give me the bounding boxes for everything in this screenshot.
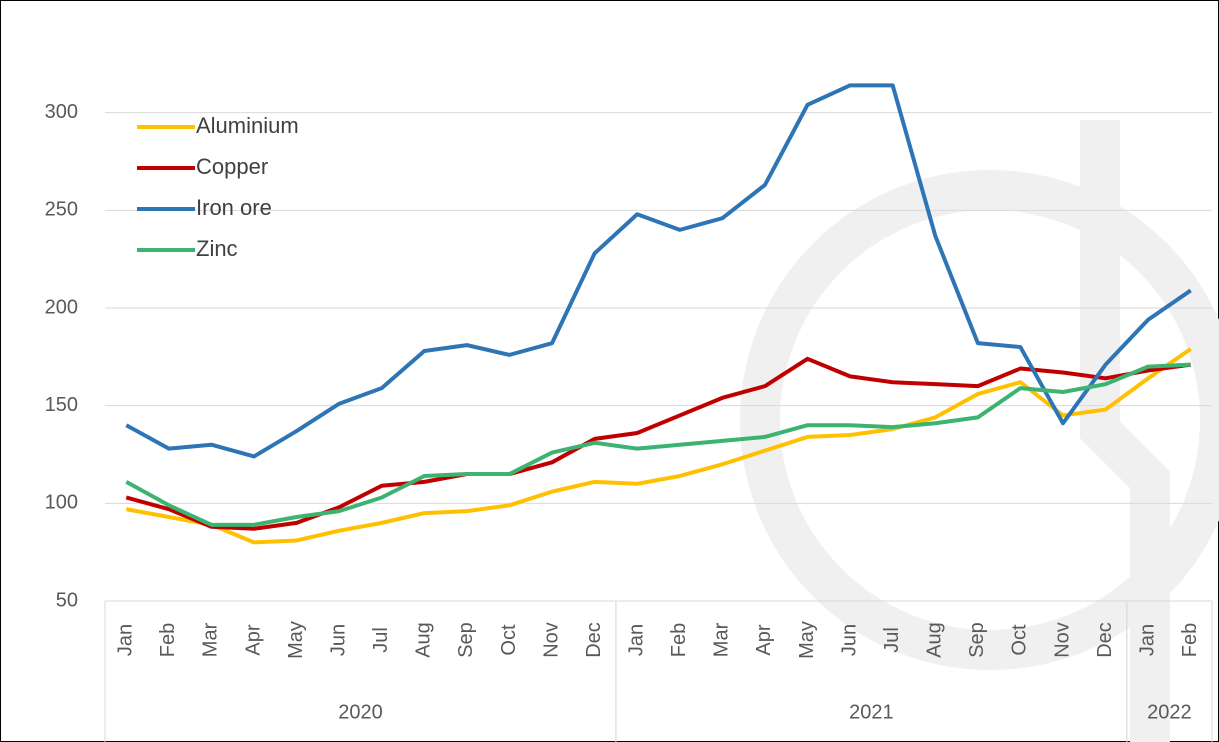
x-tick-label: Jun bbox=[327, 624, 349, 656]
x-tick-label: May bbox=[796, 621, 818, 659]
x-tick-label: Sep bbox=[455, 622, 477, 658]
legend-label: Zinc bbox=[196, 236, 238, 261]
x-tick-label: Aug bbox=[924, 622, 946, 658]
x-tick-label: Dec bbox=[583, 622, 605, 658]
y-tick-label: 200 bbox=[45, 296, 78, 318]
x-tick-label: Feb bbox=[1179, 623, 1201, 657]
x-tick-label: Jul bbox=[370, 627, 392, 653]
legend-label: Aluminium bbox=[196, 113, 299, 138]
x-tick-label: Mar bbox=[200, 622, 222, 657]
x-tick-label: Jan bbox=[625, 624, 647, 656]
x-tick-label: May bbox=[285, 621, 307, 659]
x-tick-label: Aug bbox=[413, 622, 435, 658]
x-tick-label: Jul bbox=[881, 627, 903, 653]
x-tick-label: Apr bbox=[753, 624, 775, 655]
x-tick-label: Feb bbox=[157, 623, 179, 657]
x-group-label: 2020 bbox=[338, 701, 383, 723]
x-tick-label: Feb bbox=[668, 623, 690, 657]
x-tick-label: Sep bbox=[966, 622, 988, 658]
x-tick-label: Nov bbox=[1051, 622, 1073, 658]
x-tick-label: Apr bbox=[242, 624, 264, 655]
x-tick-label: Jun bbox=[838, 624, 860, 656]
y-tick-label: 50 bbox=[56, 589, 78, 611]
x-group-label: 2021 bbox=[849, 701, 894, 723]
legend-label: Iron ore bbox=[196, 195, 272, 220]
y-tick-label: 250 bbox=[45, 199, 78, 221]
x-tick-label: Dec bbox=[1094, 622, 1116, 658]
x-tick-label: Jan bbox=[115, 624, 137, 656]
x-group-label: 2022 bbox=[1147, 701, 1192, 723]
chart: 50 100 150 200 250 300 Jan Feb Mar Apr May Jun Jul Au… bbox=[0, 0, 1219, 742]
x-tick-label: Oct bbox=[1009, 624, 1031, 656]
y-tick-label: 300 bbox=[45, 101, 78, 123]
y-tick-label: 150 bbox=[45, 394, 78, 416]
x-tick-label: Mar bbox=[711, 622, 733, 657]
legend-label: Copper bbox=[196, 154, 268, 179]
x-tick-label: Nov bbox=[540, 622, 562, 658]
x-tick-label: Jan bbox=[1136, 624, 1158, 656]
x-tick-label: Oct bbox=[498, 624, 520, 656]
y-tick-label: 100 bbox=[45, 492, 78, 514]
